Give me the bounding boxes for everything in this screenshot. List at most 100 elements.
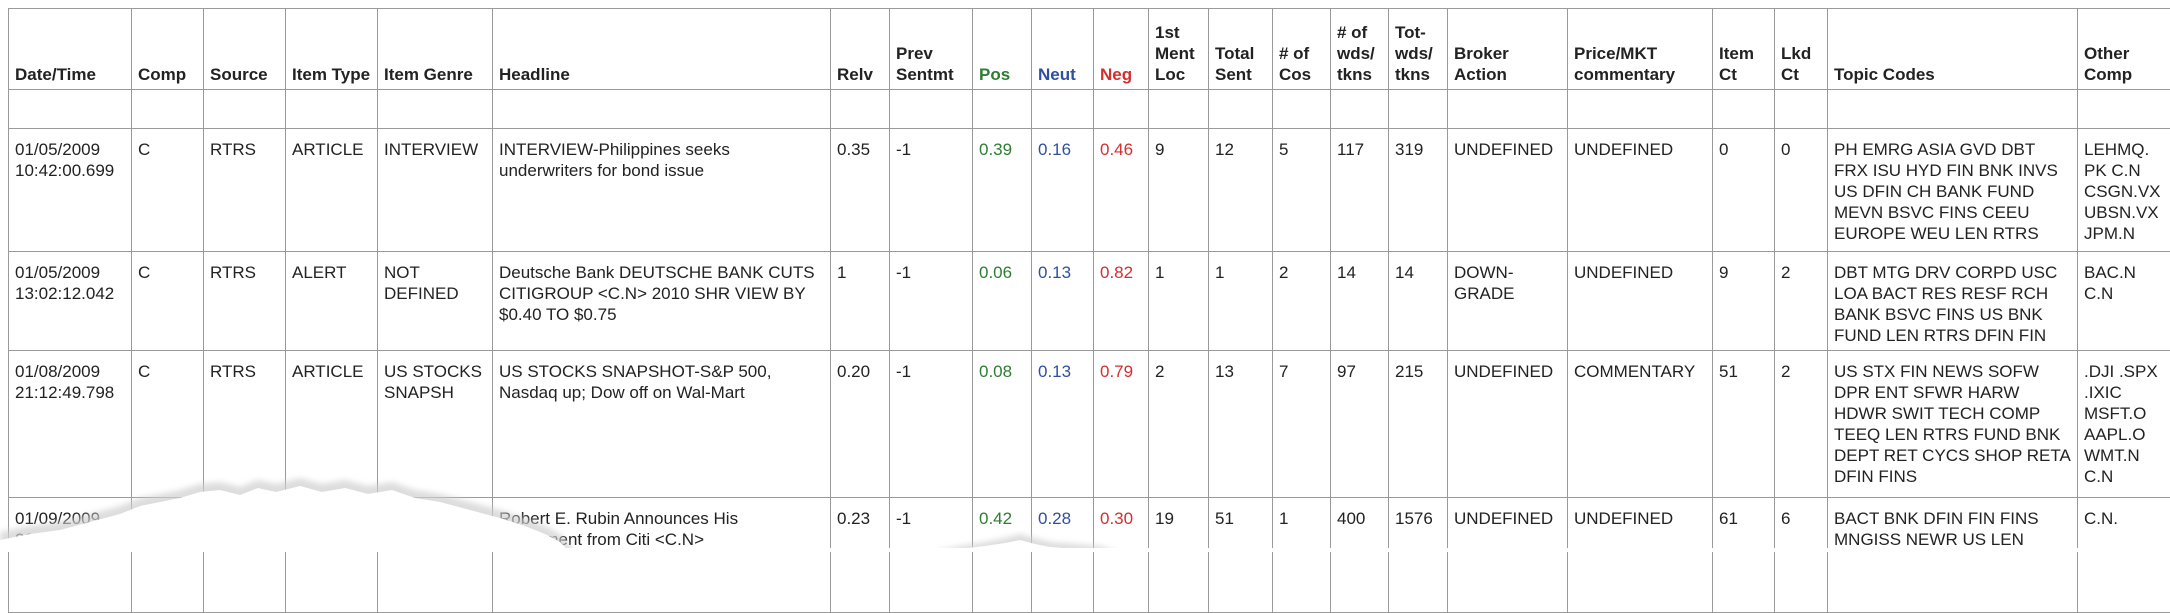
- cell-total-sent: 1: [1209, 252, 1273, 351]
- cell-topic-codes: BACT BNK DFIN FIN FINS MNGISS NEWR US LE…: [1828, 498, 2078, 613]
- col-header-comp: Comp: [132, 9, 204, 90]
- cell-item-type: ARTICLE: [286, 351, 378, 498]
- cell-first-ment-loc: 9: [1149, 129, 1209, 252]
- col-header-tot-wds-tkns: Tot- wds/ tkns: [1389, 9, 1448, 90]
- cell-num-cos: 2: [1273, 252, 1331, 351]
- cell-pos: 0.06: [973, 252, 1032, 351]
- cell-relv: 1: [831, 252, 890, 351]
- cell-lkd-ct: 6: [1775, 498, 1828, 613]
- cell-pos: 0.39: [973, 129, 1032, 252]
- cell-comp: C: [132, 129, 204, 252]
- cell-neg: 0.30: [1094, 498, 1149, 613]
- cell-prev-sentmt: -1: [890, 129, 973, 252]
- col-header-relv: Relv: [831, 9, 890, 90]
- cell-source: RTRS: [204, 129, 286, 252]
- col-header-lkd-ct: Lkd Ct: [1775, 9, 1828, 90]
- cell-item-ct: 9: [1713, 252, 1775, 351]
- col-header-item-type: Item Type: [286, 9, 378, 90]
- cell-lkd-ct: 2: [1775, 351, 1828, 498]
- cell-lkd-ct: 2: [1775, 252, 1828, 351]
- col-header-other-comp: Other Comp: [2078, 9, 2170, 90]
- cell-prev-sentmt: -1: [890, 498, 973, 613]
- cell-neut: 0.13: [1032, 351, 1094, 498]
- cell-tot-wds-tkns: 215: [1389, 351, 1448, 498]
- cell-other-comp: .DJI .SPX .IXIC MSFT.O AAPL.O WMT.N C.N: [2078, 351, 2170, 498]
- col-header-wds-tkns: # of wds/ tkns: [1331, 9, 1389, 90]
- cell-item-type: ARTICLE: [286, 498, 378, 613]
- cell-num-cos: 7: [1273, 351, 1331, 498]
- news-sentiment-table-container: Date/Time Comp Source Item Type Item Gen…: [8, 8, 2170, 613]
- col-header-first-ment-loc: 1st Ment Loc: [1149, 9, 1209, 90]
- cell-topic-codes: US STX FIN NEWS SOFW DPR ENT SFWR HARW H…: [1828, 351, 2078, 498]
- cell-item-ct: 0: [1713, 129, 1775, 252]
- cell-other-comp: C.N.: [2078, 498, 2170, 613]
- cell-item-type: ALERT: [286, 252, 378, 351]
- cell-topic-codes: PH EMRG ASIA GVD DBT FRX ISU HYD FIN BNK…: [1828, 129, 2078, 252]
- cell-first-ment-loc: 1: [1149, 252, 1209, 351]
- cell-neut: 0.28: [1032, 498, 1094, 613]
- cell-prev-sentmt: -1: [890, 351, 973, 498]
- cell-relv: 0.35: [831, 129, 890, 252]
- cell-relv: 0.23: [831, 498, 890, 613]
- empty-row: [9, 90, 2170, 129]
- cell-num-cos: 5: [1273, 129, 1331, 252]
- cell-broker-action: UNDEFINED: [1448, 351, 1568, 498]
- col-header-prev-sentmt: Prev Sentmt: [890, 9, 973, 90]
- col-header-source: Source: [204, 9, 286, 90]
- cell-pos: 0.08: [973, 351, 1032, 498]
- col-header-price-mkt: Price/MKT commentary: [1568, 9, 1713, 90]
- cell-neg: 0.79: [1094, 351, 1149, 498]
- cell-broker-action: UNDEFINED: [1448, 498, 1568, 613]
- cell-topic-codes: DBT MTG DRV CORPD USC LOA BACT RES RESF …: [1828, 252, 2078, 351]
- cell-comp: C: [132, 351, 204, 498]
- cell-datetime: 01/09/2009 20:57:02.200: [9, 498, 132, 613]
- news-sentiment-table: Date/Time Comp Source Item Type Item Gen…: [8, 8, 2170, 613]
- cell-neg: 0.82: [1094, 252, 1149, 351]
- cell-item-genre: US STOCKS SNAPSH: [378, 351, 493, 498]
- col-header-pos: Pos: [973, 9, 1032, 90]
- cell-wds-tkns: 117: [1331, 129, 1389, 252]
- col-header-item-ct: Item Ct: [1713, 9, 1775, 90]
- cell-item-genre: NOT DEFINED: [378, 498, 493, 613]
- col-header-num-cos: # of Cos: [1273, 9, 1331, 90]
- col-header-item-genre: Item Genre: [378, 9, 493, 90]
- cell-total-sent: 13: [1209, 351, 1273, 498]
- cell-first-ment-loc: 2: [1149, 351, 1209, 498]
- cell-first-ment-loc: 19: [1149, 498, 1209, 613]
- cell-datetime: 01/08/2009 21:12:49.798: [9, 351, 132, 498]
- cell-datetime: 01/05/2009 10:42:00.699: [9, 129, 132, 252]
- cell-lkd-ct: 0: [1775, 129, 1828, 252]
- cell-broker-action: DOWN- GRADE: [1448, 252, 1568, 351]
- cell-item-ct: 51: [1713, 351, 1775, 498]
- cell-comp: C: [132, 252, 204, 351]
- cell-price-mkt: UNDEFINED: [1568, 129, 1713, 252]
- cell-price-mkt: UNDEFINED: [1568, 498, 1713, 613]
- cell-source: BSW: [204, 498, 286, 613]
- col-header-datetime: Date/Time: [9, 9, 132, 90]
- cell-tot-wds-tkns: 1576: [1389, 498, 1448, 613]
- cell-neg: 0.46: [1094, 129, 1149, 252]
- cell-total-sent: 12: [1209, 129, 1273, 252]
- cell-tot-wds-tkns: 319: [1389, 129, 1448, 252]
- cell-broker-action: UNDEFINED: [1448, 129, 1568, 252]
- cell-other-comp: LEHMQ. PK C.N CSGN.VX UBSN.VX JPM.N: [2078, 129, 2170, 252]
- cell-comp: C: [132, 498, 204, 613]
- col-header-topic-codes: Topic Codes: [1828, 9, 2078, 90]
- cell-item-genre: NOT DEFINED: [378, 252, 493, 351]
- col-header-total-sent: Total Sent: [1209, 9, 1273, 90]
- header-row: Date/Time Comp Source Item Type Item Gen…: [9, 9, 2170, 90]
- col-header-neg: Neg: [1094, 9, 1149, 90]
- cell-headline: INTERVIEW-Philippines seeks underwriters…: [493, 129, 831, 252]
- cell-pos: 0.42: [973, 498, 1032, 613]
- cell-price-mkt: COMMENTARY: [1568, 351, 1713, 498]
- cell-neut: 0.13: [1032, 252, 1094, 351]
- col-header-neut: Neut: [1032, 9, 1094, 90]
- cell-item-ct: 61: [1713, 498, 1775, 613]
- cell-headline: US STOCKS SNAPSHOT-S&P 500, Nasdaq up; D…: [493, 351, 831, 498]
- cell-price-mkt: UNDEFINED: [1568, 252, 1713, 351]
